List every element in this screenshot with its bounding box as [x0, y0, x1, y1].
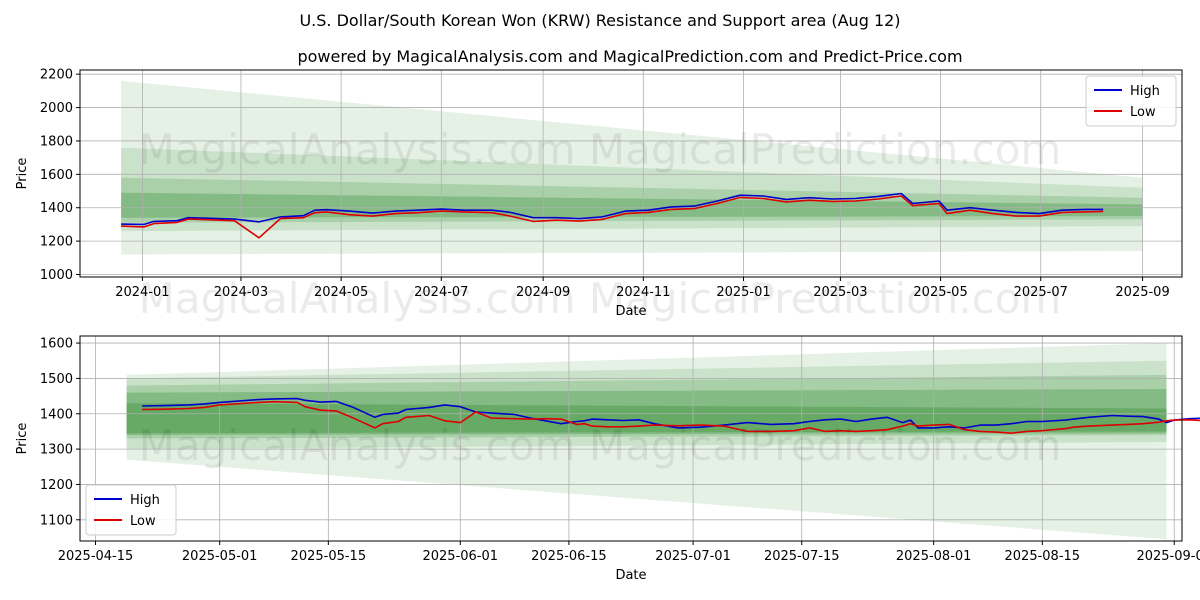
chart1-legend-label: Low [130, 514, 156, 529]
chart1-y-tick-label: 1600 [40, 337, 73, 352]
chart1-x-tick-label: 2025-08-01 [896, 549, 972, 564]
chart1-x-axis-label: Date [615, 568, 646, 583]
chart1-legend-box [85, 484, 177, 536]
watermark-top: MagicalAnalysis.com MagicalPrediction.co… [139, 125, 1062, 174]
chart0-legend-label: High [1130, 84, 1160, 99]
chart0-series-high-line [121, 192, 1104, 226]
chart0-x-tick-label: 2024-07 [414, 285, 468, 300]
chart0-x-tick-label: 2025-07 [1014, 285, 1068, 300]
chart1-y-axis-label: Price [15, 423, 30, 455]
bottom-chart: 2025-04-15 2025-05-01 2025-05-15 2025-06-01… [15, 335, 1200, 583]
chart0-y-tick-label: 2200 [40, 68, 73, 83]
chart0-y-axis-label: Price [15, 158, 30, 190]
chart1-series-low-line [142, 400, 1200, 434]
chart0-x-tick-label: 2025-01 [716, 285, 770, 300]
chart1-legend-label: High [130, 493, 160, 508]
chart0-y-tick-label: 1800 [40, 134, 73, 149]
chart0-x-tick-label: 2024-09 [516, 285, 570, 300]
chart0-band-2 [121, 177, 1143, 223]
chart0-x-tick-label: 2024-05 [314, 285, 368, 300]
chart0-axes-frame [79, 69, 1183, 278]
chart0-series-low-line [121, 195, 1104, 239]
chart0-x-tick-label: 2025-05 [913, 285, 967, 300]
chart1-band-1 [126, 360, 1167, 450]
figure-title: U.S. Dollar/South Korean Won (KRW) Resis… [299, 11, 900, 30]
chart0-y-tick-label: 1400 [40, 201, 73, 216]
chart0-y-tick-label: 1600 [40, 168, 73, 183]
chart0-x-tick-label: 2025-09 [1115, 285, 1169, 300]
chart0-legend-box [1085, 75, 1177, 127]
chart1-x-tick-label: 2025-07-01 [655, 549, 731, 564]
chart1-x-tick-label: 2025-06-15 [531, 549, 607, 564]
chart1-x-tick-label: 2025-04-15 [58, 549, 134, 564]
chart0-legend-label: Low [1130, 105, 1156, 120]
chart1-legend: High Low [85, 484, 177, 536]
chart1-y-tick-label: 1200 [40, 478, 73, 493]
watermark-bottom: MagicalAnalysis.com MagicalPrediction.co… [139, 421, 1062, 470]
chart1-axes-frame [79, 335, 1183, 542]
chart0-x-tick-label: 2024-01 [115, 285, 169, 300]
chart0-y-tick-label: 1200 [40, 235, 73, 250]
watermark-middle: MagicalAnalysis.com MagicalPrediction.co… [139, 274, 1062, 323]
chart1-x-tick-label: 2025-07-15 [764, 549, 840, 564]
chart1-y-tick-label: 1300 [40, 443, 73, 458]
chart1-y-tick-label: 1400 [40, 407, 73, 422]
chart0-band-1 [121, 147, 1143, 232]
chart1-x-tick-label: 2025-08-15 [1005, 549, 1081, 564]
chart0-x-tick-label: 2024-11 [616, 285, 670, 300]
chart1-x-tick-label: 2025-05-15 [291, 549, 367, 564]
chart0-y-tick-label: 1000 [40, 268, 73, 283]
chart0-band-0 [121, 80, 1143, 255]
chart0-x-tick-label: 2025-03 [813, 285, 867, 300]
chart1-x-tick-label: 2025-06-01 [422, 549, 498, 564]
chart0-x-axis-label: Date [615, 304, 646, 319]
chart0-y-tick-label: 2000 [40, 101, 73, 116]
chart0-x-tick-label: 2024-03 [214, 285, 268, 300]
figure-subtitle: powered by MagicalAnalysis.com and Magic… [297, 47, 962, 66]
chart0-band-3 [121, 192, 1143, 218]
chart1-x-tick-label: 2025-05-01 [182, 549, 258, 564]
chart1-band-0 [126, 343, 1167, 540]
chart1-y-tick-label: 1500 [40, 372, 73, 387]
chart0-legend: High Low [1085, 75, 1177, 127]
top-chart: 2024-01 2024-03 2024-05 2024-07 2024-09 2024-… [15, 68, 1183, 319]
chart1-y-tick-label: 1100 [40, 513, 73, 528]
chart1-x-tick-label: 2025-09-01 [1136, 549, 1200, 564]
